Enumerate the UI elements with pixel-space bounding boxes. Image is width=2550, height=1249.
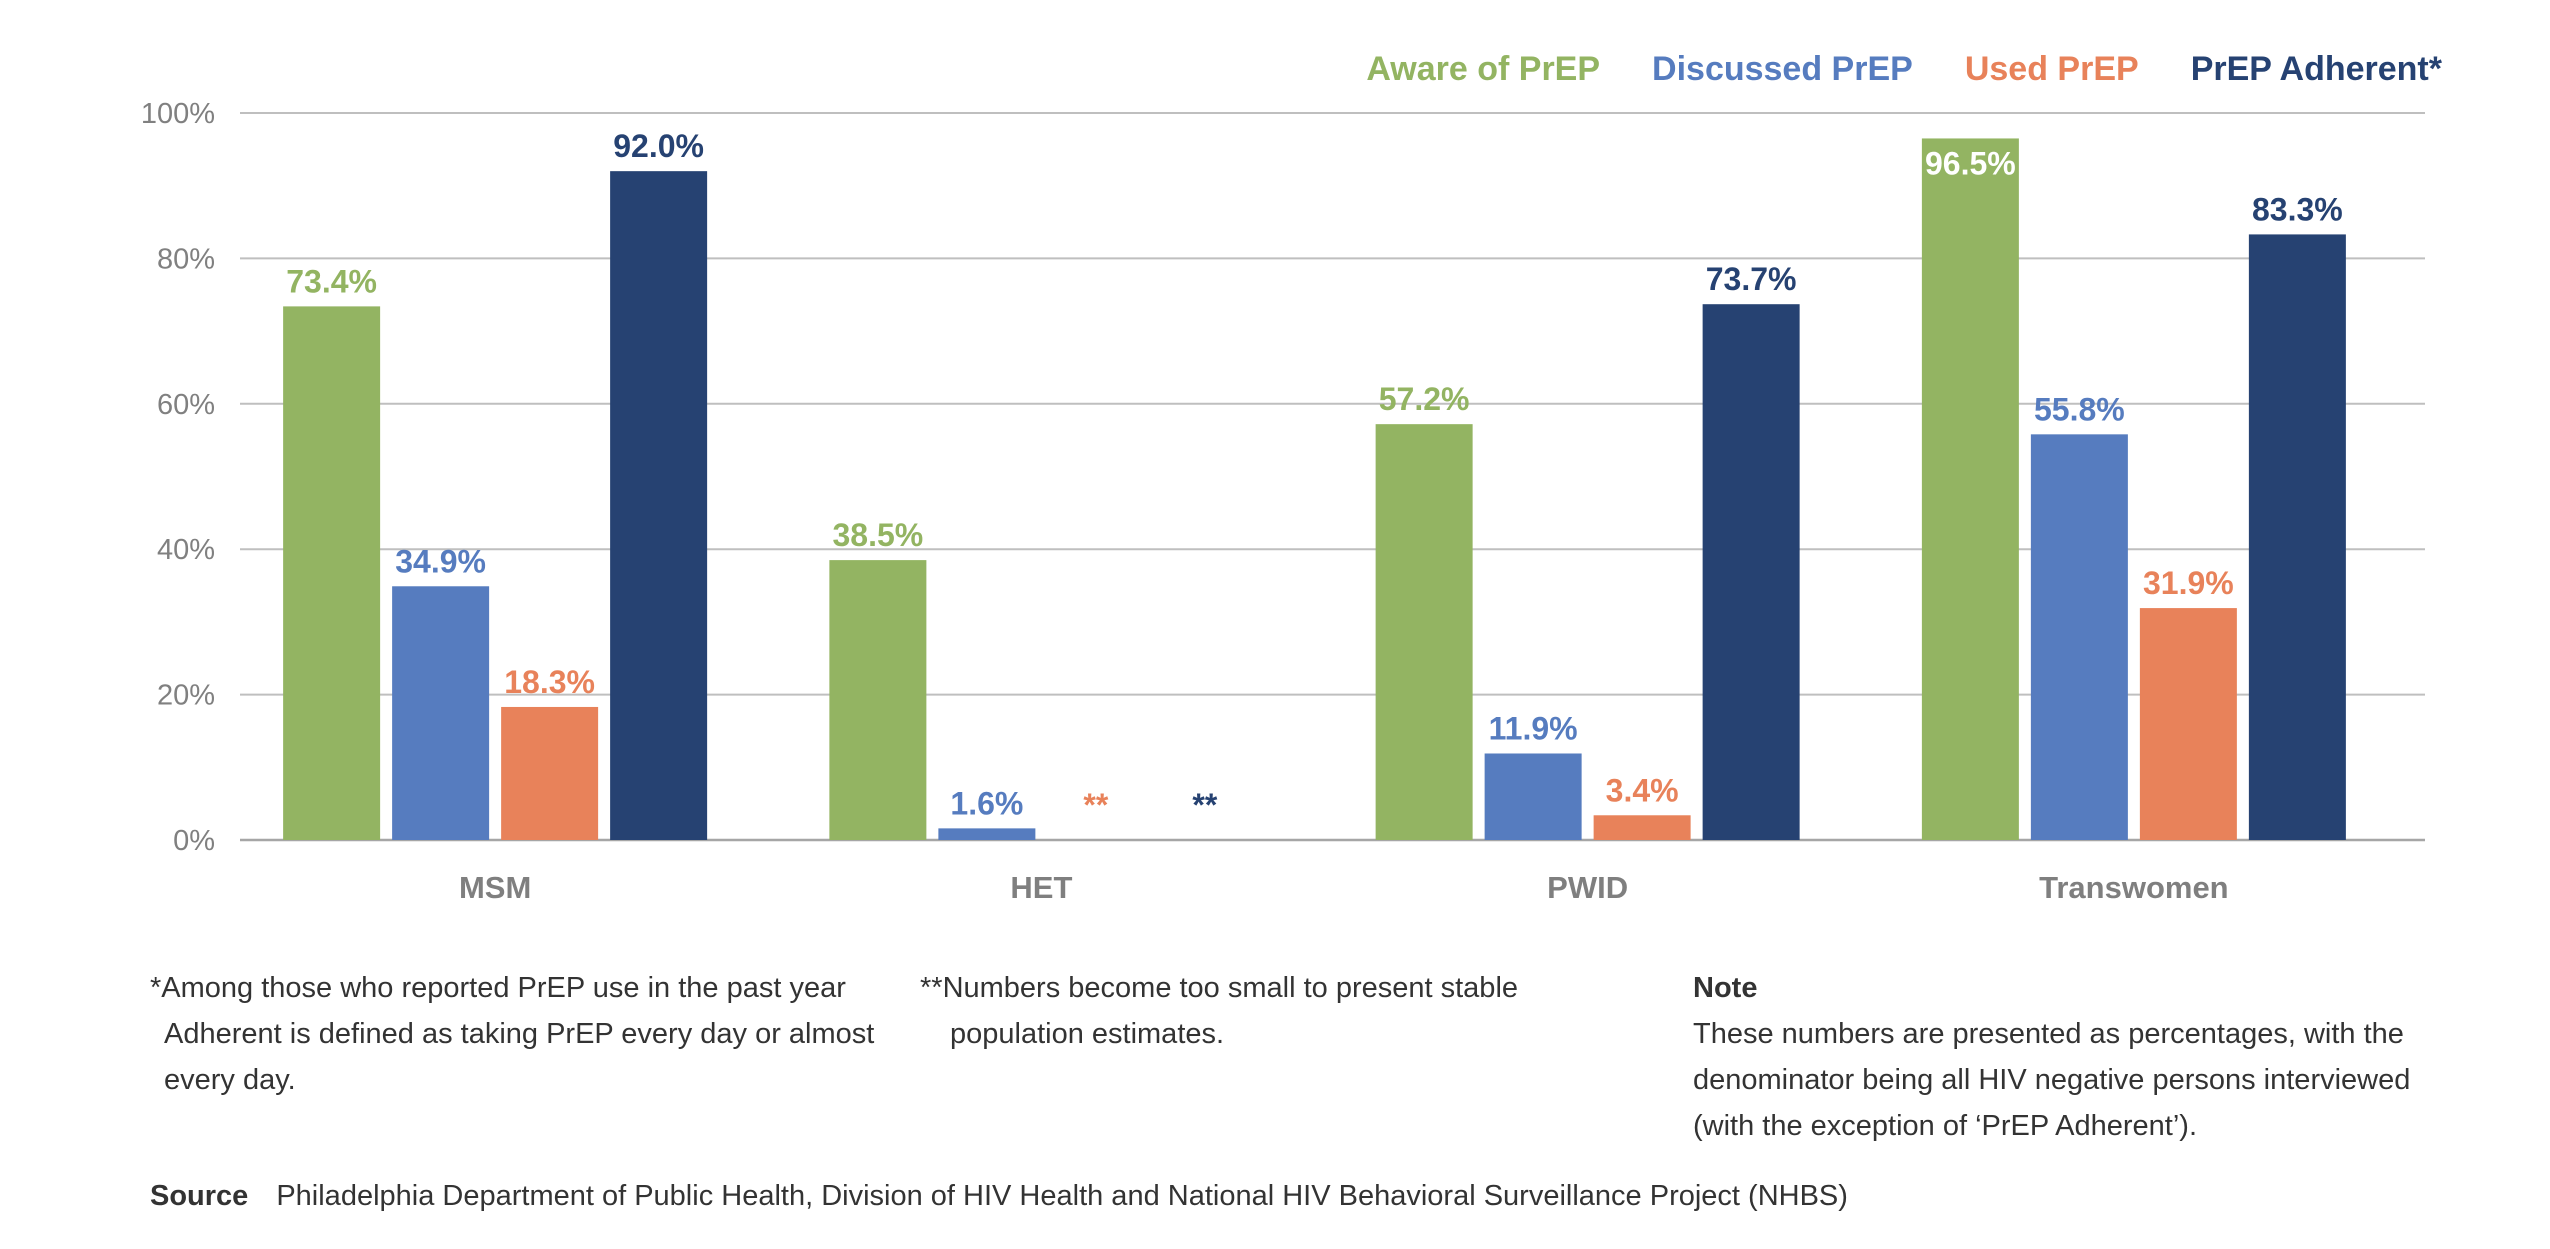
data-label: 1.6% — [950, 785, 1023, 821]
data-label: 83.3% — [2252, 191, 2343, 227]
footnote-adherent: *Among those who reported PrEP use in th… — [150, 965, 880, 1103]
y-axis-ticks: 0% 20% 40% 60% 80% 100% — [141, 98, 215, 857]
bar — [2139, 608, 2237, 840]
bar — [283, 306, 381, 841]
category-labels: MSM HET PWID Transwomen — [459, 870, 2229, 905]
bar-chart: 0% 20% 40% 60% 80% 100% 73.4% 34.9% 18.3% 92.0% 3… — [141, 50, 2443, 905]
source-text: Philadelphia Department of Public Health… — [276, 1180, 1848, 1212]
data-label: 73.7% — [1706, 261, 1797, 297]
data-label: ** — [1083, 787, 1108, 823]
data-labels: 73.4% 34.9% 18.3% 92.0% 38.5% 1.6% ** ** 57.2% 11… — [286, 128, 2342, 823]
bars — [283, 138, 2346, 841]
bar — [1702, 304, 1800, 840]
source-line: Source Philadelphia Department of Public … — [150, 1180, 1848, 1213]
data-label: 18.3% — [504, 664, 595, 700]
note-title: Note — [1693, 972, 1758, 1004]
y-tick-label: 20% — [157, 680, 215, 712]
bar — [1593, 815, 1691, 840]
bar — [610, 171, 708, 840]
bar — [2030, 434, 2128, 840]
bar — [501, 706, 599, 840]
bar — [1375, 424, 1473, 840]
data-label: 11.9% — [1489, 710, 1578, 746]
bar — [392, 586, 490, 840]
y-tick-label: 0% — [173, 825, 215, 857]
legend-entry: Aware of PrEP — [1366, 50, 1600, 88]
data-label: 31.9% — [2143, 565, 2234, 601]
category-label: MSM — [459, 870, 531, 905]
data-label: 3.4% — [1606, 772, 1679, 808]
bar — [1921, 138, 2019, 840]
note-text: These numbers are presented as percentag… — [1693, 1018, 2411, 1142]
y-tick-label: 100% — [141, 98, 215, 130]
data-label: 34.9% — [395, 543, 486, 579]
data-label: 55.8% — [2034, 391, 2125, 427]
bar — [829, 560, 927, 840]
footnote-small-numbers-text: **Numbers become too small to present st… — [920, 972, 1519, 1050]
data-label: 96.5% — [1925, 145, 2016, 181]
bar — [938, 828, 1036, 840]
bar — [2248, 234, 2346, 840]
footnote-small-numbers: **Numbers become too small to present st… — [920, 965, 1570, 1057]
data-label: ** — [1192, 787, 1217, 823]
note-block: Note These numbers are presented as perc… — [1693, 965, 2473, 1149]
legend-entry: PrEP Adherent* — [2191, 50, 2443, 88]
legend-entry: Used PrEP — [1965, 50, 2139, 88]
y-tick-label: 40% — [157, 534, 215, 566]
data-label: 38.5% — [833, 517, 924, 553]
category-label: Transwomen — [2039, 870, 2229, 905]
legend: PrEP Adherent* Used PrEP Discussed PrEP Awa… — [1366, 50, 2442, 88]
source-label: Source — [150, 1180, 249, 1212]
legend-entry: Discussed PrEP — [1652, 50, 1913, 88]
y-tick-label: 80% — [157, 243, 215, 275]
bar — [1484, 753, 1582, 840]
data-label: 57.2% — [1379, 381, 1470, 417]
data-label: 73.4% — [286, 263, 377, 299]
category-label: HET — [1010, 870, 1072, 905]
data-label: 92.0% — [613, 128, 704, 164]
y-tick-label: 60% — [157, 389, 215, 421]
footnote-adherent-text: *Among those who reported PrEP use in th… — [150, 972, 875, 1096]
category-label: PWID — [1547, 870, 1628, 905]
